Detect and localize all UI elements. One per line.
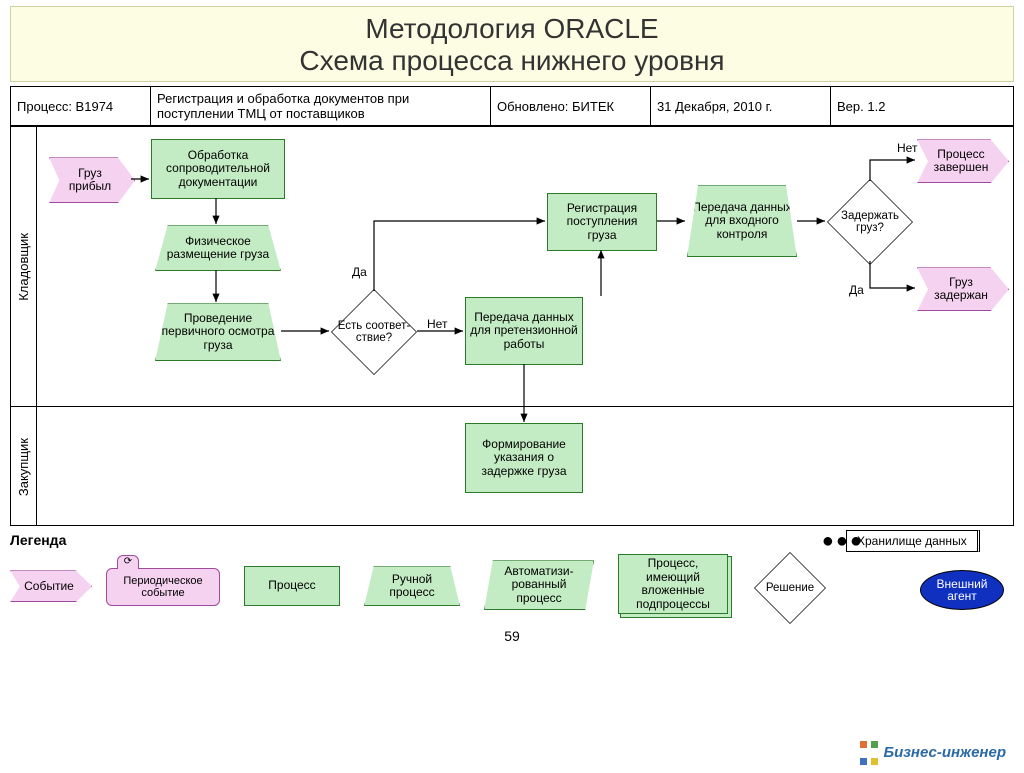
lane1-label: Кладовщик [16, 233, 31, 301]
node-doc-processing: Обработка сопроводительной документации [151, 139, 285, 199]
lane-kladovshik: Кладовщик Груз прибыл Обработка сопровод… [11, 126, 1013, 406]
swimlane-container: Кладовщик Груз прибыл Обработка сопровод… [10, 126, 1014, 526]
footer-logo: Бизнес-инженер [860, 735, 1006, 769]
legend: Легенда ●●● Событие ⟳ Периодическое собы… [10, 532, 1014, 622]
hdr-process: Процесс: B1974 [11, 87, 151, 126]
legend-nested: Процесс, имеющий вложенные подпроцессы [618, 554, 728, 614]
node-primary-inspection: Проведение первичного осмотра груза [155, 303, 281, 361]
hdr-date: 31 Декабря, 2010 г. [651, 87, 831, 126]
node-hold-order: Формирование указания о задержке груза [465, 423, 583, 493]
legend-manual: Ручной процесс [364, 566, 460, 606]
title-line-2: Схема процесса нижнего уровня [11, 45, 1013, 77]
label-d1-no: Нет [425, 317, 449, 331]
label-d1-yes: Да [350, 265, 369, 279]
event-cargo-held: Груз задержан [917, 267, 1009, 311]
legend-title: Легенда [10, 532, 66, 548]
hdr-version: Вер. 1.2 [831, 87, 1014, 126]
title-line-1: Методология ORACLE [11, 13, 1013, 45]
node-physical-placement: Физическое размещение груза [155, 225, 281, 271]
hdr-desc: Регистрация и обработка документов при п… [151, 87, 491, 126]
legend-store: Хранилище данных [846, 530, 980, 552]
header-table: Процесс: B1974 Регистрация и обработка д… [10, 86, 1014, 126]
legend-agent: Внешний агент [920, 570, 1004, 610]
lane-zakupshik: Закупщик Формирование указания о задержк… [11, 406, 1013, 526]
node-registration: Регистрация поступления груза [547, 193, 657, 251]
label-d2-yes: Да [847, 283, 866, 297]
hdr-updated: Обновлено: БИТЕК [491, 87, 651, 126]
node-input-control: Передача данных для входного контроля [687, 185, 797, 257]
legend-periodic: ⟳ Периодическое событие [106, 568, 220, 606]
node-claim-data: Передача данных для претензионной работы [465, 297, 583, 365]
label-d2-no: Нет [895, 141, 919, 155]
legend-process: Процесс [244, 566, 340, 606]
event-cargo-arrived: Груз прибыл [49, 157, 135, 203]
page-number: 59 [0, 628, 1024, 644]
legend-auto: Автоматизи-рованный процесс [484, 560, 594, 610]
event-process-done: Процесс завершен [917, 139, 1009, 183]
legend-event: Событие [10, 570, 92, 602]
decision-compliance: Есть соответ-ствие? [331, 289, 417, 375]
title-block: Методология ORACLE Схема процесса нижнег… [10, 6, 1014, 82]
lane2-label: Закупщик [16, 438, 31, 496]
decision-hold: Задержать груз? [827, 179, 913, 265]
legend-decision: Решение [754, 552, 826, 624]
